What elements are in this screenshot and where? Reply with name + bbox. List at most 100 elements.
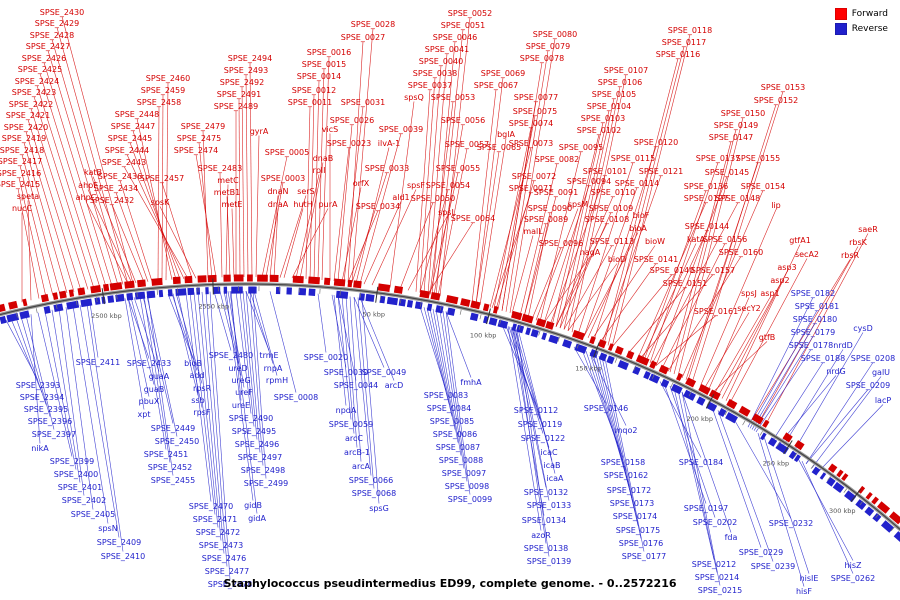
gene-label[interactable]: SPSE_0136 [683, 182, 729, 191]
gene-label[interactable]: SPSE_0083 [423, 391, 469, 400]
gene-label[interactable]: SPSE_0177 [621, 552, 667, 561]
gene-label[interactable]: SPSE_0212 [691, 560, 737, 569]
gene-label[interactable]: dnaN [267, 187, 289, 196]
gene-label[interactable]: orfX [352, 179, 370, 188]
gene-label[interactable]: SPSE_0215 [697, 586, 743, 595]
gene-label[interactable]: SPSE_2399 [49, 457, 95, 466]
gene-label[interactable]: SPSE_0101 [582, 167, 628, 176]
gene-label[interactable]: SPSE_0059 [328, 420, 374, 429]
gene-label[interactable]: SPSE_2429 [34, 19, 80, 28]
gene-label[interactable]: spsM [567, 200, 589, 209]
gene-label[interactable]: nucC [11, 204, 33, 213]
gene-label[interactable]: xpt [137, 410, 151, 419]
gene-label[interactable]: SPSE_0075 [512, 107, 558, 116]
gene-label[interactable]: SPSE_0109 [588, 204, 634, 213]
gene-label[interactable]: SPSE_0182 [790, 289, 836, 298]
gene-label[interactable]: SPSE_2448 [114, 110, 160, 119]
gene-label[interactable]: SPSE_0067 [473, 81, 519, 90]
gene-label[interactable]: rbsR [840, 251, 860, 260]
gene-label[interactable]: SPSE_0027 [340, 33, 386, 42]
gene-label[interactable]: gidA [248, 514, 266, 523]
gene-label[interactable]: ssb [191, 396, 205, 405]
gene-label[interactable]: SPSE_0119 [517, 420, 563, 429]
gene-label[interactable]: arcC [345, 434, 363, 443]
gene-label[interactable]: fda [724, 533, 738, 542]
gene-label[interactable]: SPSE_0137 [695, 154, 741, 163]
gene-label[interactable]: SPSE_0239 [750, 562, 796, 571]
gene-label[interactable]: SPSE_0106 [597, 78, 643, 87]
gene-label[interactable]: SPSE_0105 [591, 90, 637, 99]
gene-label[interactable]: SPSE_0040 [418, 57, 464, 66]
gene-label[interactable]: SPSE_0158 [600, 458, 646, 467]
gene-label[interactable]: SPSE_0086 [432, 430, 478, 439]
gene-label[interactable]: SPSE_2409 [96, 538, 142, 547]
gene-label[interactable]: SPSE_2459 [140, 86, 186, 95]
gene-label[interactable]: hutH [293, 200, 313, 209]
gene-label[interactable]: SPSE_0090 [527, 204, 573, 213]
gene-label[interactable]: SPSE_0161 [693, 307, 739, 316]
gene-label[interactable]: SPSE_0016 [306, 48, 352, 57]
gene-label[interactable]: SPSE_0041 [424, 45, 470, 54]
gene-label[interactable]: asp2 [770, 276, 790, 285]
gene-label[interactable]: SPSE_0074 [508, 119, 554, 128]
gene-label[interactable]: SPSE_2433 [126, 359, 172, 368]
gene-label[interactable]: SPSE_0180 [792, 315, 838, 324]
gene-label[interactable]: SPSE_2401 [57, 483, 103, 492]
gene-label[interactable]: SPSE_0014 [296, 72, 342, 81]
gene-label[interactable]: SPSE_0082 [534, 155, 580, 164]
gene-label[interactable]: SPSE_2490 [228, 414, 274, 423]
gene-label[interactable]: SPSE_0162 [603, 471, 649, 480]
gene-label[interactable]: SPSE_0148 [715, 194, 761, 203]
gene-label[interactable]: SPSE_2471 [192, 515, 238, 524]
gene-label[interactable]: SPSE_0133 [526, 501, 572, 510]
gene-label[interactable]: SPSE_2394 [19, 393, 65, 402]
gene-label[interactable]: SPSE_2458 [136, 98, 182, 107]
gene-label[interactable]: SPSE_0053 [430, 93, 476, 102]
gene-label[interactable]: SPSE_2450 [154, 437, 200, 446]
gene-label[interactable]: ilvA-1 [377, 139, 401, 148]
gene-label[interactable]: SPSE_0012 [291, 86, 337, 95]
gene-label[interactable]: trmE [259, 351, 279, 360]
gene-label[interactable]: rbsK [849, 238, 867, 247]
gene-label[interactable]: SPSE_0079 [525, 42, 571, 51]
gene-label[interactable]: metC [217, 176, 239, 185]
gene-label[interactable]: SPSE_2397 [31, 430, 77, 439]
gene-label[interactable]: arcB-1 [344, 448, 370, 457]
gene-label[interactable]: SPSE_2496 [234, 440, 280, 449]
gene-label[interactable]: SPSE_0031 [340, 98, 386, 107]
gene-label[interactable]: SPSE_0127 [683, 194, 729, 203]
gene-label[interactable]: SPSE_0069 [480, 69, 526, 78]
gene-label[interactable]: SPSE_0066 [348, 476, 394, 485]
gene-label[interactable]: fmhA [460, 378, 482, 387]
gene-label[interactable]: bioF [632, 211, 650, 220]
gene-label[interactable]: spsN [98, 524, 118, 533]
gene-label[interactable]: SPSE_0150 [720, 109, 766, 118]
gene-label[interactable]: SPSE_0139 [526, 557, 572, 566]
gene-label[interactable]: SPSE_0160 [718, 248, 764, 257]
gene-label[interactable]: SPSE_2436 [97, 172, 143, 181]
gene-label[interactable]: SPSE_0023 [326, 139, 372, 148]
gene-label[interactable]: pbuX [138, 397, 160, 406]
gene-label[interactable]: nrdG [826, 367, 846, 376]
gene-label[interactable]: SPSE_2499 [243, 479, 289, 488]
gene-label[interactable]: SPSE_0184 [678, 458, 724, 467]
gene-label[interactable]: SPSE_0120 [633, 138, 679, 147]
gene-label[interactable]: SPSE_0049 [361, 368, 407, 377]
gene-label[interactable]: SPSE_2489 [213, 102, 259, 111]
gene-label[interactable]: spsQ [404, 93, 424, 102]
gene-label[interactable]: SPSE_0179 [790, 328, 836, 337]
gene-label[interactable]: SPSE_2494 [227, 54, 273, 63]
gene-label[interactable]: SPSE_0056 [440, 116, 486, 125]
gene-label[interactable]: SPSE_0015 [301, 60, 347, 69]
gene-label[interactable]: SPSE_0084 [426, 404, 472, 413]
gene-label[interactable]: SPSE_2427 [25, 42, 71, 51]
gene-label[interactable]: icaC [540, 448, 558, 457]
gene-label[interactable]: nagA [579, 248, 601, 257]
gene-label[interactable]: SPSE_0107 [603, 66, 649, 75]
gene-label[interactable]: gidB [244, 501, 262, 510]
gene-label[interactable]: SPSE_0145 [704, 168, 750, 177]
gene-label[interactable]: SPSE_0232 [768, 519, 814, 528]
gene-label[interactable]: SPSE_0005 [264, 148, 310, 157]
gene-label[interactable]: dnaA [267, 200, 289, 209]
gene-label[interactable]: SPSE_0008 [273, 393, 319, 402]
